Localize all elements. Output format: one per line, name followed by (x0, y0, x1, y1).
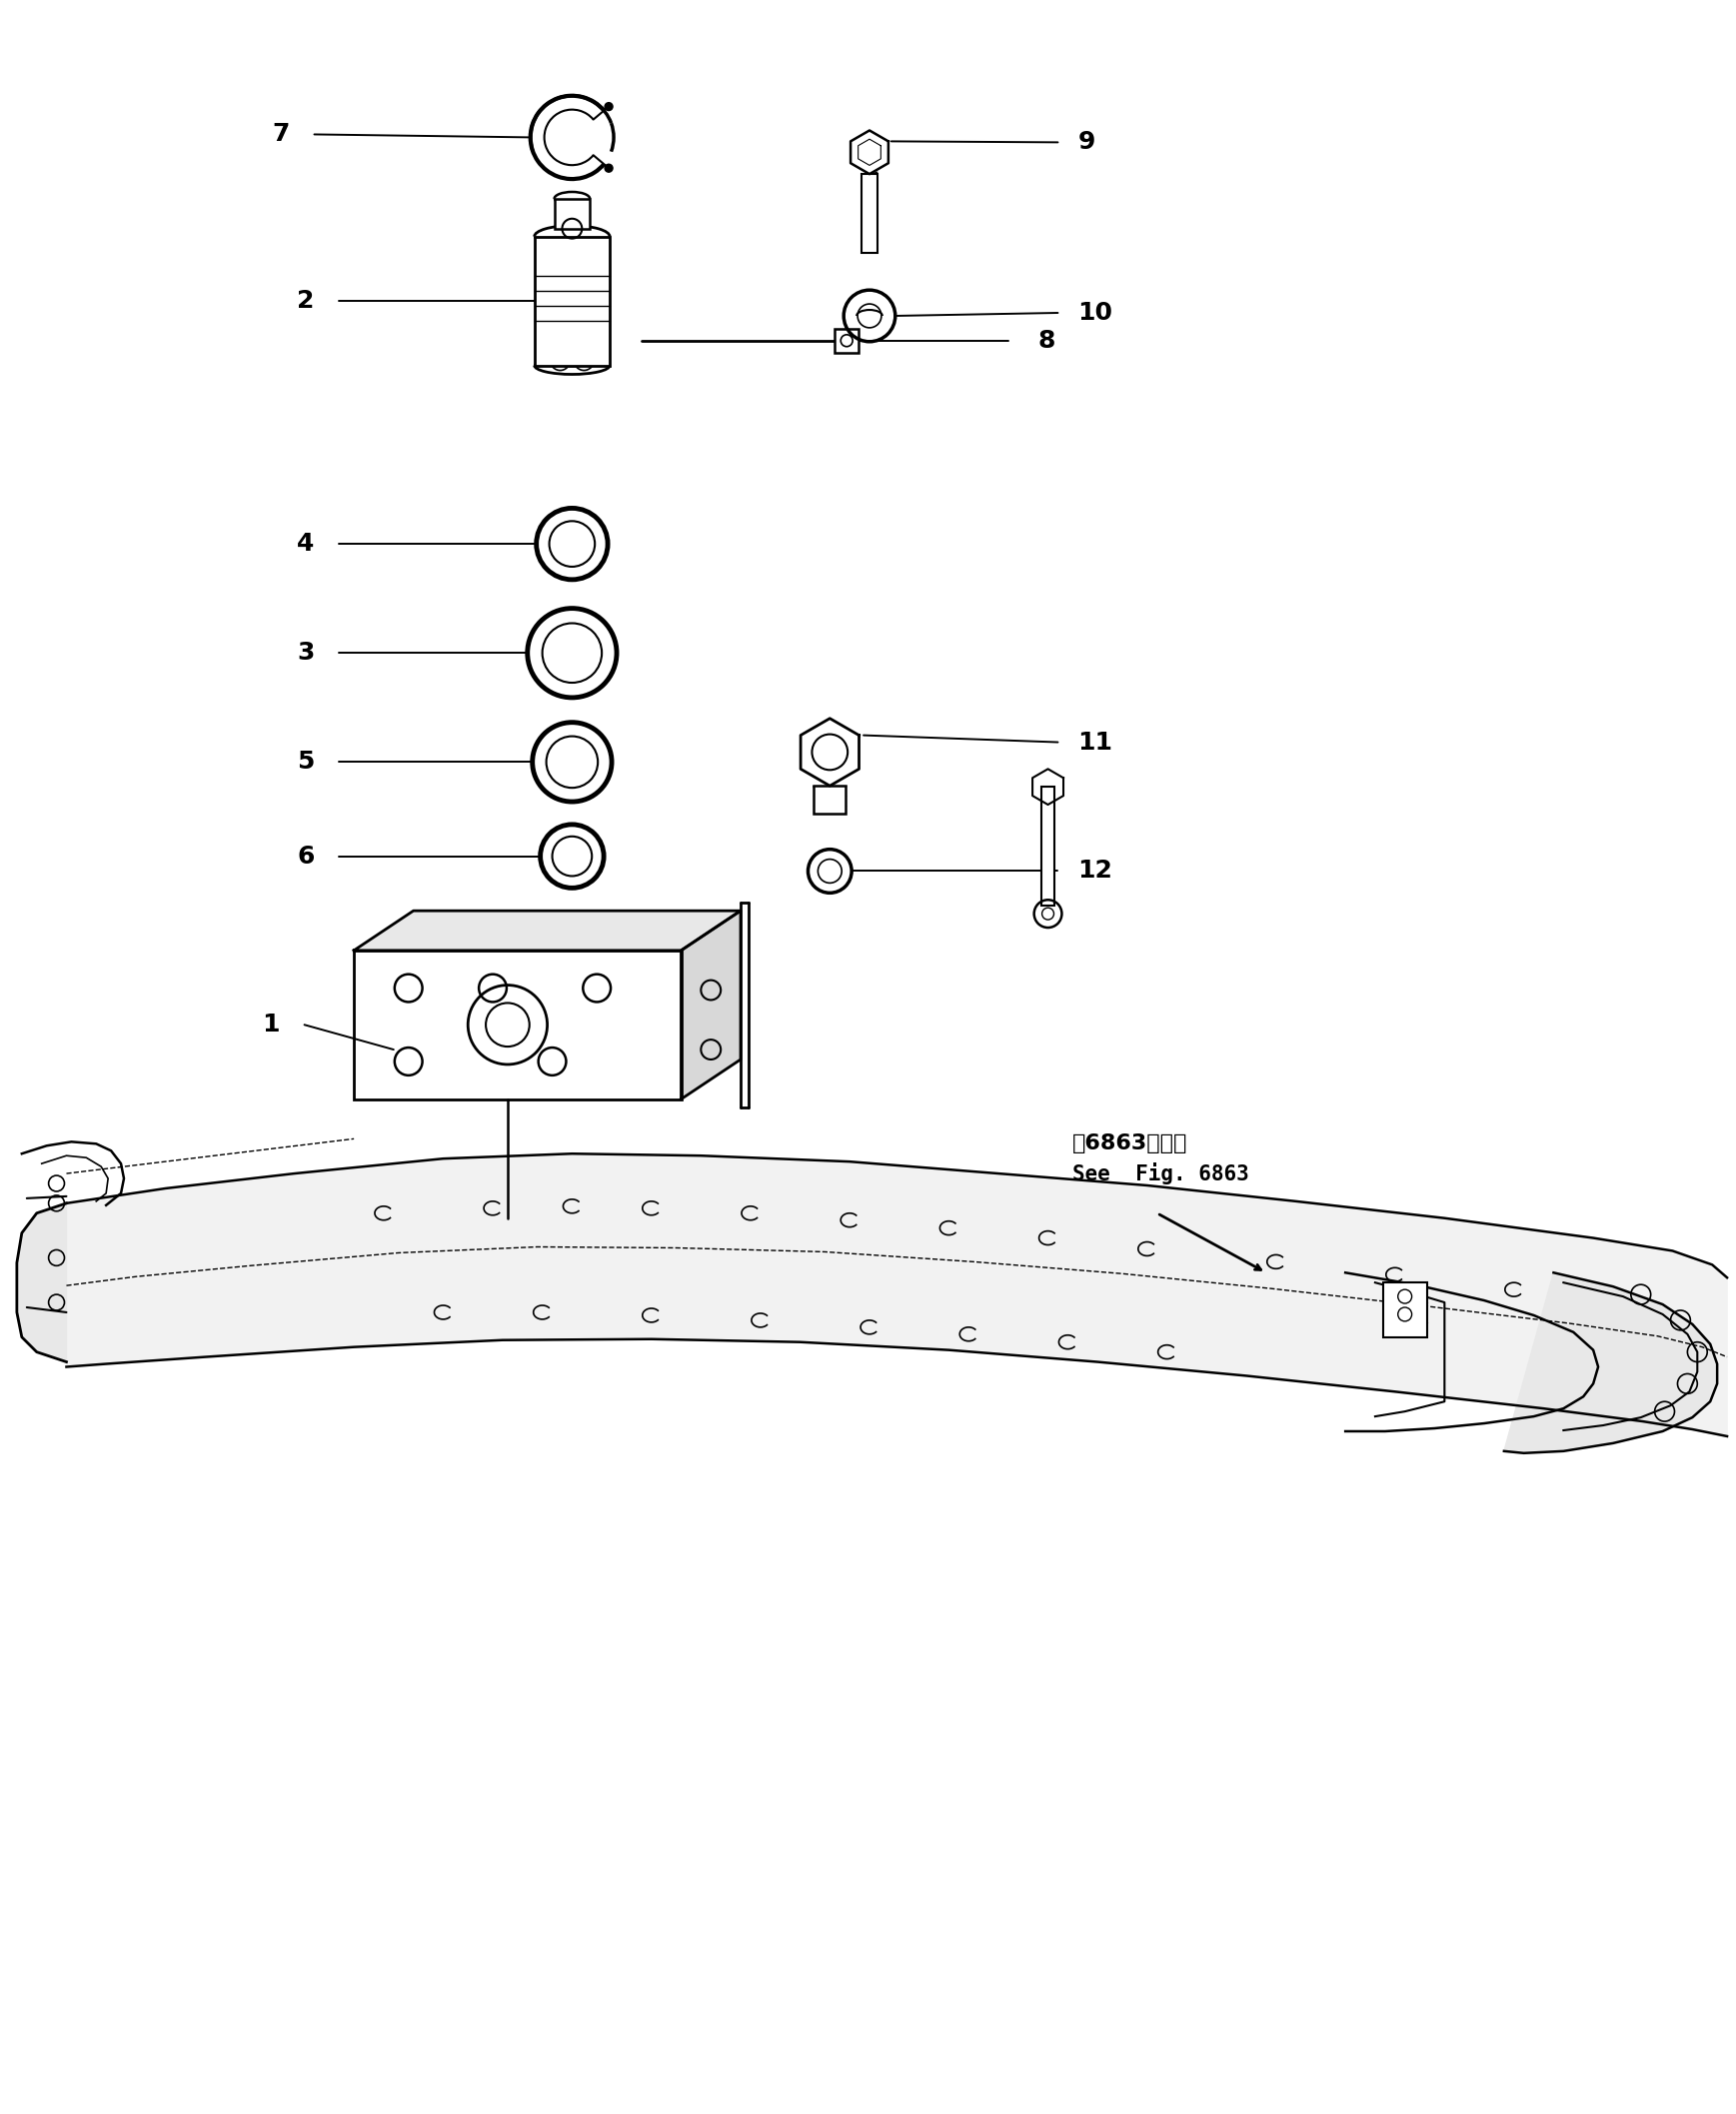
Polygon shape (851, 131, 889, 173)
Text: 第6863図参照: 第6863図参照 (1073, 1133, 1187, 1154)
Polygon shape (1503, 1273, 1717, 1452)
Bar (554, 199, 590, 228)
Bar (861, 173, 877, 254)
Polygon shape (66, 1154, 1727, 1435)
Text: 5: 5 (297, 750, 314, 774)
Text: 11: 11 (1078, 729, 1113, 755)
Text: 7: 7 (273, 123, 290, 146)
Bar (354, 951, 681, 1099)
Text: 4: 4 (297, 533, 314, 556)
Bar (835, 328, 859, 353)
Polygon shape (17, 1203, 66, 1361)
Text: 8: 8 (1038, 328, 1055, 353)
Polygon shape (354, 911, 741, 951)
Circle shape (604, 104, 613, 110)
Polygon shape (681, 911, 741, 1099)
Bar (535, 237, 609, 366)
Text: 1: 1 (262, 1013, 279, 1036)
Bar (1042, 786, 1055, 905)
Text: 10: 10 (1078, 300, 1113, 326)
Circle shape (604, 165, 613, 171)
Text: 6: 6 (297, 843, 314, 869)
Text: See  Fig. 6863: See Fig. 6863 (1073, 1163, 1250, 1184)
Text: 2: 2 (297, 290, 314, 313)
Polygon shape (800, 719, 859, 786)
Text: 3: 3 (297, 641, 314, 666)
Text: 9: 9 (1078, 131, 1095, 154)
Bar (1384, 1283, 1427, 1338)
Text: 12: 12 (1078, 858, 1113, 884)
Bar (814, 786, 845, 814)
Polygon shape (1033, 769, 1064, 805)
